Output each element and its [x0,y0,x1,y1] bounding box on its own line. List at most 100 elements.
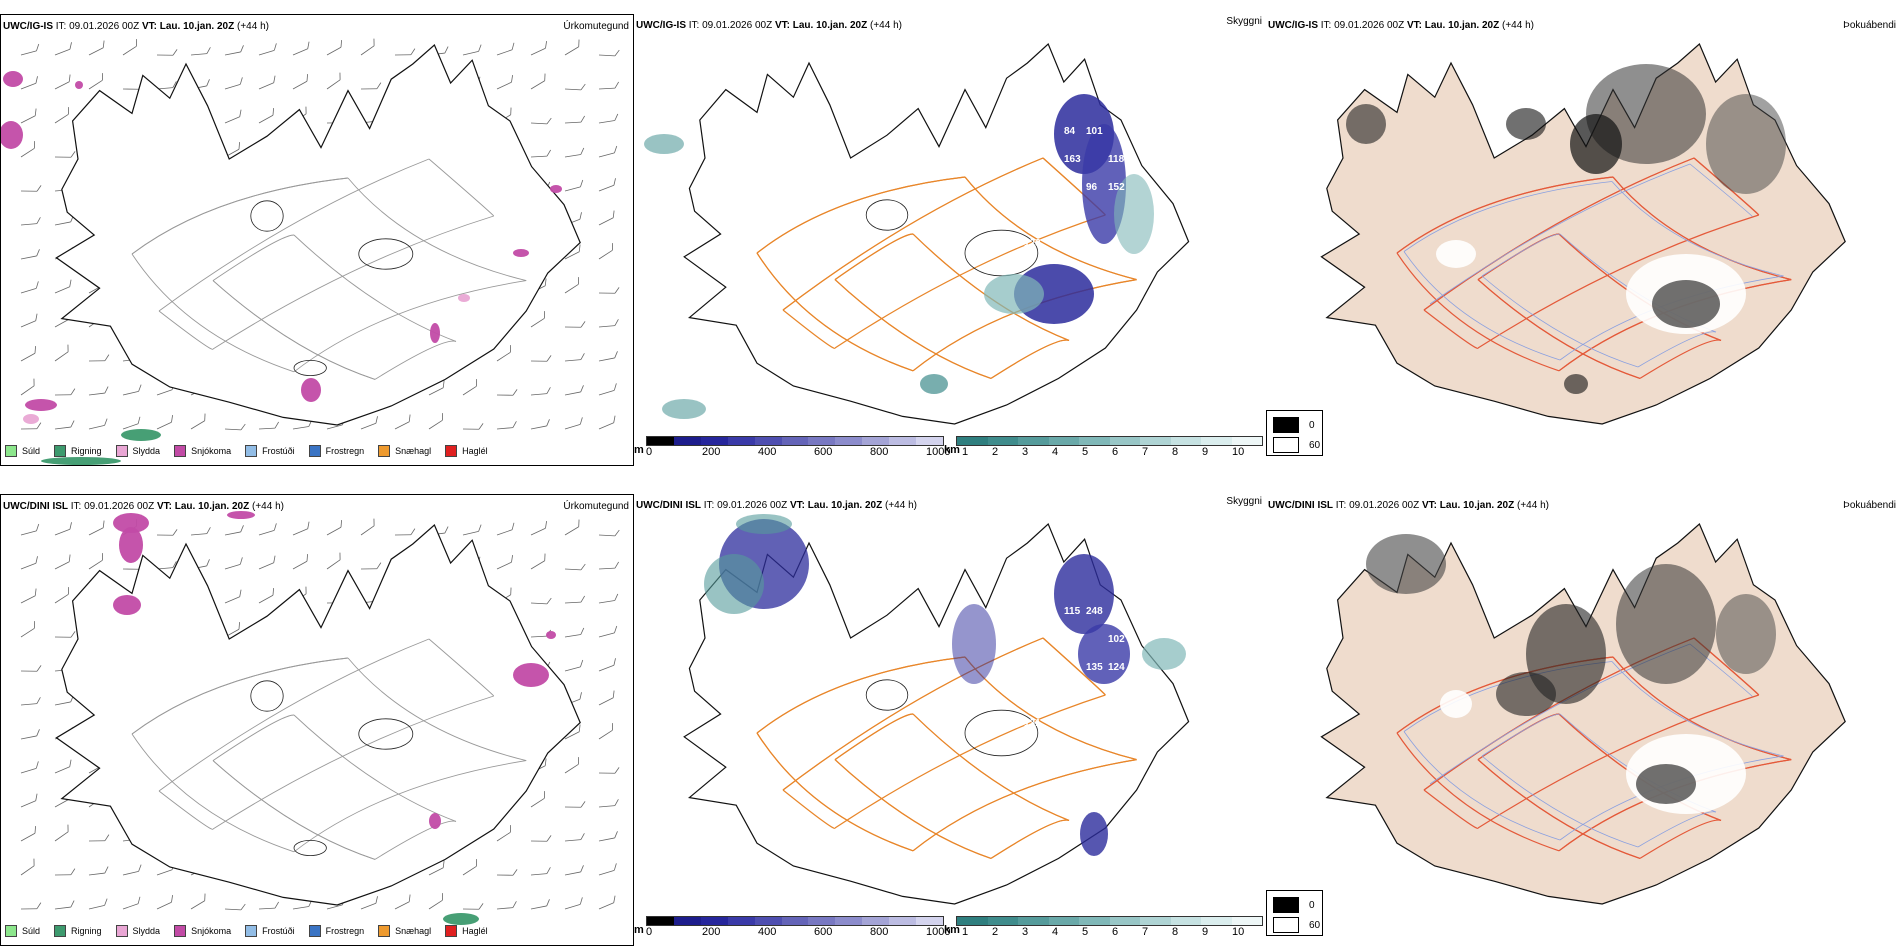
wind-barb [88,898,108,910]
wind-barb [564,897,583,910]
ceiling-label: 54 [1046,746,1058,757]
legend-label: Rigning [71,446,102,456]
wind-barb [564,757,579,774]
fog-area [1706,94,1786,194]
road-line [1396,252,1560,372]
legend-label: Frostúði [262,926,295,936]
fog-key-label: 60 [1309,919,1321,931]
iceland-coastline [55,44,581,426]
wind-barb [530,355,552,362]
wind-barb [258,108,274,124]
ceiling-label: 83 [1046,210,1058,221]
legend-swatch [445,445,458,457]
precip-type-panel-ig-is: UWC/IG-IS IT: 09.01.2026 00Z VT: Lau. 10… [0,14,634,466]
wind-barb [598,319,619,328]
wind-barb [20,43,40,56]
wind-barb [258,588,274,604]
wind-barb [20,185,42,192]
wind-barb [54,215,74,226]
colorbar-segment [916,437,943,445]
fog-area [1652,280,1720,328]
wind-barb [598,210,615,226]
road-line [990,819,1070,859]
wind-barb [20,378,35,396]
road-line [1477,279,1641,379]
legend-label: Haglél [462,446,488,456]
road-line [212,760,376,860]
ceiling-colorbar: m 0 200 400 600 800 1000 [634,916,950,942]
road-line [1477,759,1641,859]
legend-item: Haglél [445,925,488,937]
precip-map-dini [20,511,620,925]
wind-barb [496,42,515,56]
fog-area [1506,108,1546,140]
wind-barb [598,113,619,124]
wind-barb [258,421,280,430]
road-line [912,759,1137,852]
wind-barb [496,345,511,362]
road-line [374,820,457,860]
ceiling-colorbar: m 0 200 400 600 800 1000 [634,436,950,462]
fog-key: 0 60 [1266,410,1323,456]
panel-header: UWC/DINI ISL IT: 09.01.2026 00Z VT: Lau.… [1268,500,1549,511]
wind-barb [462,903,484,910]
visibility-panel-ig-is: 84 101 118 163 96 152 121 83 96 123 UWC/IG-IS IT:… [634,14,1266,466]
wind-barb [20,523,40,536]
road-line [834,214,1106,349]
road-line [1481,233,1561,277]
wind-barb [564,865,584,876]
wind-barb [54,279,72,294]
road-line [782,157,1044,311]
legend-item: Haglél [445,445,488,457]
precip-area [113,595,141,615]
legend-item: Snjókoma [174,925,231,937]
wind-barb [496,555,513,570]
colorbar-tick: 400 [758,926,777,938]
wind-barb [122,39,137,56]
fog-area [1366,534,1446,594]
colorbar-segment [754,917,782,925]
fog-area [1440,690,1472,718]
wind-barb [496,75,513,90]
colorbar-tick: 1000 [926,446,951,458]
road-line [131,733,295,853]
wind-barb [20,761,39,774]
road-line [131,253,295,373]
wind-barb [88,40,105,56]
colorbar-tick: 5 [1082,926,1089,938]
wind-barb [190,47,211,56]
iceland-land [1320,43,1846,425]
road-line [834,233,914,281]
ceiling-label: 134 [1046,690,1063,701]
colorbar-tick: 9 [1202,926,1209,938]
colorbar-tick: 8 [1172,926,1179,938]
road-line [1639,819,1722,859]
wind-barb [156,81,177,90]
legend-label: Rigning [71,926,102,936]
wind-barb [156,895,173,910]
road-line [990,339,1070,379]
colorbar-segment [647,437,674,445]
road-line [212,280,376,380]
wind-barb [20,346,36,362]
road-line [158,638,430,792]
road-line [912,713,1070,821]
colorbar-segment [1018,917,1049,925]
colorbar-segment [862,437,890,445]
wind-barb [54,554,71,570]
colorbar-unit: m [634,444,644,456]
ceiling-label: 124 [1108,662,1125,673]
wind-barb [598,529,620,537]
colorbar-segment [1079,917,1110,925]
road-line [1612,656,1792,761]
visibility-panel-dini: 115 248 102 99 135 124 118 134 120 131 54 101 UWC/D… [634,494,1266,946]
wind-barb [564,659,584,672]
wind-barb [564,244,581,260]
precip-area [3,71,23,87]
wind-barb [598,49,620,57]
road-line [293,760,527,853]
wind-barb [598,690,615,706]
colorbar-segment [862,917,890,925]
precip-area [513,249,529,257]
precip-area [1,121,23,149]
